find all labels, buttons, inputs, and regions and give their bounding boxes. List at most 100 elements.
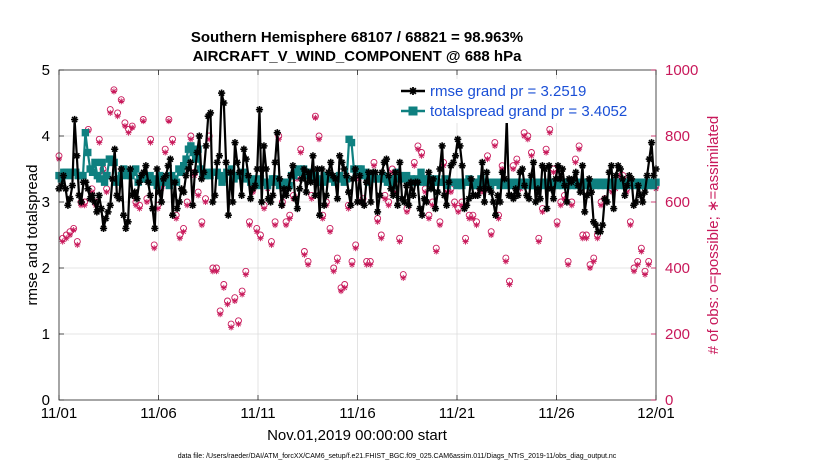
obs-assimilated-marker <box>231 298 238 304</box>
rmse-point <box>206 109 215 117</box>
rmse-point <box>623 181 631 190</box>
rmse-point <box>284 185 293 193</box>
x-axis-label: Nov.01,2019 00:00:00 start <box>267 427 448 444</box>
rmse-point <box>229 198 237 206</box>
rmse-point <box>618 175 627 183</box>
obs-assimilated-marker <box>645 261 652 268</box>
rmse-point <box>104 208 112 216</box>
rmse-point <box>569 175 578 183</box>
rmse-point <box>520 181 529 190</box>
rmse-point <box>527 172 535 180</box>
rmse-point <box>603 198 611 206</box>
obs-assimilated-marker <box>473 222 480 229</box>
obs-assimilated-marker <box>378 235 385 242</box>
rmse-point <box>634 181 642 190</box>
obs-assimilated-marker <box>341 284 348 291</box>
rmse-point <box>431 205 440 213</box>
obs-assimilated-marker <box>66 232 73 238</box>
rmse-point <box>509 195 518 203</box>
rmse-point <box>186 158 195 166</box>
obs-assimilated-marker <box>385 202 392 209</box>
obs-assimilated-marker <box>381 195 388 202</box>
rmse-point <box>291 195 299 203</box>
rmse-point <box>427 185 435 193</box>
rmse-point <box>151 224 159 232</box>
rmse-point <box>349 175 357 183</box>
obs-assimilated-marker <box>305 261 312 268</box>
rmse-point <box>645 155 653 163</box>
obs-assimilated-marker <box>217 311 224 318</box>
rmse-point <box>378 168 386 176</box>
obs-assimilated-marker <box>235 321 242 328</box>
rmse-point <box>512 185 520 193</box>
obs-assimilated-marker <box>546 129 553 136</box>
obs-assimilated-marker <box>631 268 638 275</box>
y2-axis-label: # of obs: o=possible; ∗=assimilated <box>705 116 722 355</box>
rmse-point <box>382 155 391 163</box>
rmse-point <box>322 191 330 199</box>
rmse-point <box>175 198 183 206</box>
rmse-point <box>255 106 264 114</box>
obs-assimilated-marker <box>268 241 275 248</box>
obs-assimilated-marker <box>220 284 227 291</box>
obs-assimilated-marker <box>374 218 381 225</box>
rmse-point <box>429 175 437 183</box>
obs-assimilated-marker <box>195 192 202 199</box>
rmse-point <box>111 145 119 153</box>
rmse-point <box>238 191 246 199</box>
rmse-point <box>534 185 542 193</box>
obs-assimilated-marker <box>418 152 425 159</box>
rmse-point <box>400 198 408 206</box>
rmse-point <box>189 201 197 209</box>
rmse-point <box>251 181 259 190</box>
obs-assimilated-marker <box>583 235 590 242</box>
footnote: data file: /Users/raeder/DAI/ATM_forcXX/… <box>178 453 617 460</box>
rmse-point <box>64 201 72 209</box>
rmse-point <box>324 168 333 176</box>
rmse-point <box>393 201 402 209</box>
rmse-point <box>445 178 453 186</box>
rmse-point <box>66 195 74 203</box>
rmse-point <box>333 195 342 203</box>
rmse-point <box>148 205 157 213</box>
rmse-point <box>62 185 70 193</box>
rmse-point <box>549 195 558 203</box>
rmse-point <box>95 191 103 199</box>
rmse-point <box>242 155 250 163</box>
obs-assimilated-marker <box>198 222 205 229</box>
rmse-point <box>458 162 466 170</box>
rmse-point <box>425 168 433 176</box>
rmse-point <box>166 155 174 163</box>
obs-assimilated-marker <box>550 169 557 176</box>
rmse-point <box>451 152 460 160</box>
obs-assimilated-marker <box>349 261 356 268</box>
rmse-point <box>367 198 375 206</box>
obs-assimilated-marker <box>403 208 410 215</box>
totalspread-point <box>100 178 109 186</box>
rmse-point <box>182 172 190 180</box>
rmse-point <box>414 178 422 186</box>
obs-assimilated-marker <box>129 124 136 131</box>
rmse-point <box>162 172 170 180</box>
obs-assimilated-marker <box>224 301 231 308</box>
rmse-point <box>327 158 335 166</box>
obs-assimilated-marker <box>169 139 176 146</box>
obs-assimilated-marker <box>338 288 345 295</box>
rmse-point <box>641 188 649 196</box>
rmse-point <box>514 191 522 199</box>
rmse-point <box>275 175 284 183</box>
rmse-point <box>440 191 448 199</box>
obs-assimilated-marker <box>151 245 158 252</box>
rmse-point <box>592 221 600 229</box>
rmse-point <box>500 175 509 183</box>
rmse-point <box>131 188 139 196</box>
rmse-point <box>422 198 431 206</box>
y-tick-label: 2 <box>42 260 50 277</box>
rmse-point <box>99 224 108 232</box>
rmse-point <box>300 165 308 173</box>
x-tick-label: 11/01 <box>41 405 77 422</box>
y-tick-label: 0 <box>42 392 50 409</box>
rmse-point <box>117 165 125 173</box>
rmse-point <box>536 195 544 203</box>
rmse-point <box>576 188 584 196</box>
